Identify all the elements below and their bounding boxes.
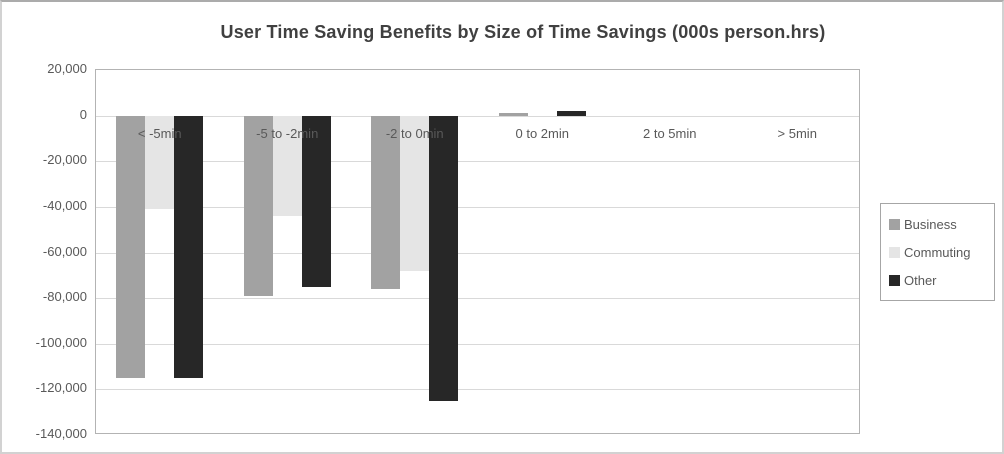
legend-label: Commuting (904, 244, 971, 260)
gridline (96, 206, 859, 208)
x-axis-category-label: > 5min (777, 125, 817, 141)
x-axis-category-label: -5 to -2min (256, 125, 319, 141)
y-axis-tick-label: -80,000 (42, 289, 87, 305)
gridline (96, 389, 859, 391)
zero-gridline (96, 115, 859, 117)
bar-business-0[interactable] (116, 115, 146, 378)
x-axis-category-label: -2 to 0min (385, 125, 444, 141)
legend-swatch-icon (889, 218, 900, 230)
bar-business-2[interactable] (371, 115, 401, 289)
bar-business-1[interactable] (243, 115, 273, 296)
legend-label: Business (904, 216, 957, 232)
y-axis-tick-label: -60,000 (42, 243, 87, 259)
plot-area: < -5min -5 to -2min -2 to 0min 0 to 2min 2 t… (95, 69, 860, 434)
x-axis-category-label: 0 to 2min (515, 125, 569, 141)
legend-item-commuting[interactable]: Commuting (889, 245, 994, 260)
legend-swatch-icon (889, 246, 900, 258)
bar-business-3[interactable] (498, 113, 528, 116)
y-axis-tick-label: -120,000 (35, 380, 87, 396)
bar-commuting-1[interactable] (272, 115, 302, 216)
bar-other-0[interactable] (174, 115, 204, 378)
y-axis-tick-label: 0 (79, 106, 87, 122)
legend-item-business[interactable]: Business (889, 217, 994, 232)
bar-other-1[interactable] (301, 115, 331, 287)
bar-other-3[interactable] (556, 111, 586, 116)
gridline (96, 298, 859, 300)
legend-label: Other (904, 272, 937, 288)
legend-swatch-icon (889, 274, 900, 286)
x-axis-category-label: < -5min (137, 125, 182, 141)
legend: Business Commuting Other (880, 203, 995, 301)
legend-item-other[interactable]: Other (889, 273, 994, 288)
y-axis-tick-label: -20,000 (42, 152, 87, 168)
gridline (96, 343, 859, 345)
x-axis-category-label: 2 to 5min (643, 125, 697, 141)
bar-commuting-0[interactable] (145, 115, 175, 210)
chart-title: User Time Saving Benefits by Size of Tim… (220, 22, 826, 42)
bar-commuting-2[interactable] (400, 115, 430, 271)
y-axis-tick-label: 20,000 (47, 61, 87, 76)
gridline (96, 252, 859, 254)
gridline (96, 161, 859, 163)
y-axis-tick-label: -100,000 (35, 334, 87, 350)
bar-other-2[interactable] (429, 115, 459, 401)
y-axis-tick-label: -40,000 (42, 197, 87, 213)
y-axis-tick-label: -140,000 (35, 426, 87, 441)
